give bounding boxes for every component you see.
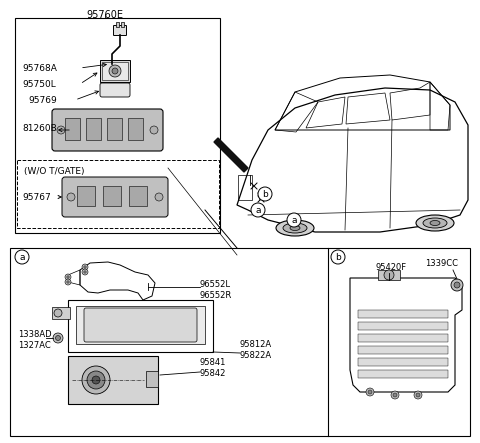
Circle shape xyxy=(54,309,62,317)
FancyBboxPatch shape xyxy=(113,26,127,35)
Bar xyxy=(107,118,122,140)
Text: b: b xyxy=(335,253,341,261)
Ellipse shape xyxy=(423,218,447,228)
Circle shape xyxy=(112,68,118,74)
Circle shape xyxy=(155,193,163,201)
Circle shape xyxy=(368,390,372,394)
Text: (W/O T/GATE): (W/O T/GATE) xyxy=(24,167,84,176)
Bar xyxy=(358,322,448,330)
Circle shape xyxy=(65,274,71,280)
Bar xyxy=(378,270,400,280)
FancyBboxPatch shape xyxy=(62,177,168,217)
Circle shape xyxy=(150,126,158,134)
Circle shape xyxy=(57,126,65,134)
Ellipse shape xyxy=(276,220,314,236)
Bar xyxy=(129,186,147,206)
Circle shape xyxy=(331,250,345,264)
Circle shape xyxy=(258,187,272,201)
Ellipse shape xyxy=(430,221,440,225)
Circle shape xyxy=(15,250,29,264)
Bar xyxy=(103,186,121,206)
Circle shape xyxy=(87,371,105,389)
Text: 95769: 95769 xyxy=(28,96,57,105)
Circle shape xyxy=(454,282,460,288)
FancyBboxPatch shape xyxy=(84,308,197,342)
Bar xyxy=(65,118,80,140)
Circle shape xyxy=(53,333,63,343)
Bar xyxy=(358,310,448,318)
Bar xyxy=(358,334,448,342)
Text: 96552L
96552R: 96552L 96552R xyxy=(200,280,232,300)
Circle shape xyxy=(251,203,265,217)
Bar xyxy=(77,186,95,206)
Bar xyxy=(128,118,143,140)
FancyBboxPatch shape xyxy=(100,83,130,97)
Ellipse shape xyxy=(283,223,307,233)
Circle shape xyxy=(67,193,75,201)
Text: b: b xyxy=(262,190,268,198)
Bar xyxy=(121,22,124,27)
Circle shape xyxy=(65,279,71,285)
Circle shape xyxy=(82,264,88,270)
Bar xyxy=(100,60,130,82)
Bar xyxy=(52,307,70,319)
Text: 81260B: 81260B xyxy=(22,124,57,132)
Bar xyxy=(15,18,220,233)
Bar xyxy=(358,370,448,378)
Bar xyxy=(17,160,219,228)
Circle shape xyxy=(84,271,86,273)
Bar xyxy=(358,346,448,354)
Bar xyxy=(146,371,158,387)
Text: 95750L: 95750L xyxy=(22,79,56,89)
Bar xyxy=(358,358,448,366)
Text: 95812A
95822A: 95812A 95822A xyxy=(240,340,272,360)
Text: 1338AD
1327AC: 1338AD 1327AC xyxy=(18,330,52,350)
Text: 95841
95842: 95841 95842 xyxy=(200,358,227,378)
Circle shape xyxy=(391,391,399,399)
Circle shape xyxy=(384,270,394,280)
Bar xyxy=(102,62,128,80)
Circle shape xyxy=(451,279,463,291)
Bar xyxy=(10,248,470,436)
Circle shape xyxy=(414,391,422,399)
Circle shape xyxy=(109,65,121,77)
Bar xyxy=(238,175,252,200)
Circle shape xyxy=(67,276,69,278)
Bar xyxy=(68,356,158,404)
Text: a: a xyxy=(255,206,261,214)
Circle shape xyxy=(82,269,88,275)
Polygon shape xyxy=(214,138,248,172)
Bar xyxy=(76,306,205,344)
Circle shape xyxy=(67,281,69,283)
Text: 95768A: 95768A xyxy=(22,63,57,73)
Bar xyxy=(86,118,101,140)
Ellipse shape xyxy=(416,215,454,231)
Text: a: a xyxy=(291,215,297,225)
Circle shape xyxy=(416,393,420,397)
Circle shape xyxy=(287,213,301,227)
Bar xyxy=(68,300,213,352)
Circle shape xyxy=(82,366,110,394)
Text: 95767: 95767 xyxy=(22,193,51,202)
Circle shape xyxy=(92,376,100,384)
FancyBboxPatch shape xyxy=(52,109,163,151)
Bar xyxy=(116,22,119,27)
Text: 95420F: 95420F xyxy=(375,264,406,272)
Circle shape xyxy=(56,335,60,341)
Circle shape xyxy=(393,393,397,397)
Ellipse shape xyxy=(290,225,300,230)
Text: 1339CC: 1339CC xyxy=(425,260,458,268)
Text: a: a xyxy=(19,253,25,261)
Circle shape xyxy=(366,388,374,396)
Circle shape xyxy=(84,266,86,268)
Text: 95760E: 95760E xyxy=(86,10,123,20)
